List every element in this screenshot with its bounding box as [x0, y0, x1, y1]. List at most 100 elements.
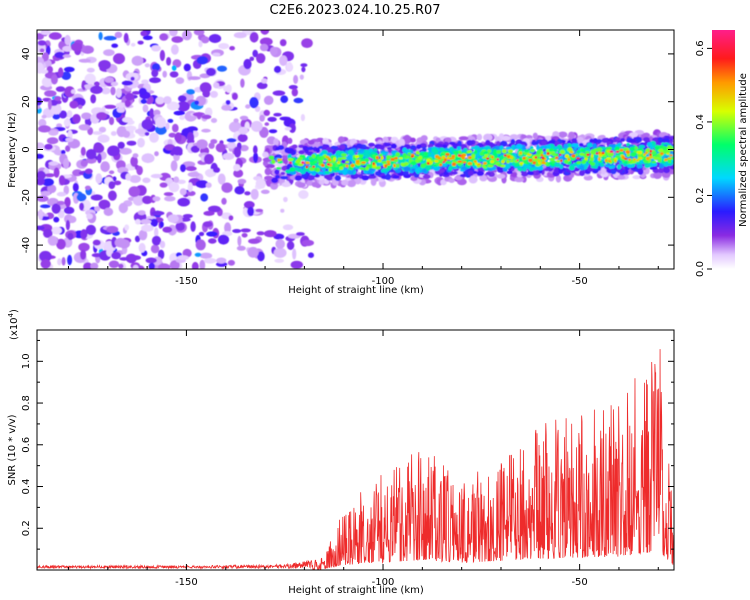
heatmap-cell — [173, 110, 185, 116]
chart-title: C2E6.2023.024.10.25.R07 — [269, 3, 440, 18]
heatmap-cell — [92, 239, 101, 246]
heatmap-cell — [69, 100, 79, 109]
y-tick-label: 0 — [21, 146, 32, 152]
heatmap-cell — [279, 39, 287, 47]
heatmap-cell — [493, 149, 497, 153]
heatmap-cell — [63, 66, 75, 73]
heatmap-cell — [423, 155, 429, 159]
heatmap-cell — [505, 164, 511, 169]
heatmap-cell — [559, 149, 566, 155]
heatmap-cell — [445, 152, 450, 156]
heatmap-cell — [607, 153, 612, 157]
heatmap-cell — [245, 104, 251, 109]
heatmap-cell — [44, 173, 55, 178]
heatmap-cell — [601, 151, 605, 155]
heatmap-cell — [184, 110, 197, 122]
heatmap-cell — [98, 126, 107, 133]
heatmap-cell — [556, 159, 561, 163]
heatmap-cell — [560, 159, 563, 162]
heatmap-cell — [459, 173, 468, 178]
heatmap-cell — [657, 136, 663, 143]
heatmap-cell — [628, 139, 637, 144]
heatmap-cell — [118, 202, 128, 214]
heatmap-cell — [58, 175, 66, 186]
heatmap-cell — [108, 170, 115, 175]
heatmap-cell — [457, 150, 462, 155]
heatmap-cell — [559, 164, 564, 170]
heatmap-cell — [398, 138, 405, 145]
heatmap-cell — [442, 173, 450, 178]
heatmap-cell — [325, 164, 329, 169]
heatmap-cell — [201, 114, 212, 120]
heatmap-cell — [125, 92, 135, 101]
heatmap-cell — [132, 264, 139, 269]
heatmap-cell — [61, 71, 72, 81]
heatmap-cell — [666, 145, 673, 150]
heatmap-cell — [142, 35, 153, 41]
heatmap-cell — [106, 248, 114, 257]
heatmap-cell — [196, 56, 209, 65]
heatmap-cell — [157, 249, 165, 260]
heatmap-cell — [199, 82, 212, 94]
heatmap-cell — [576, 150, 581, 153]
heatmap-cell — [80, 146, 86, 156]
heatmap-cell — [186, 89, 196, 95]
heatmap-cell — [208, 205, 221, 213]
heatmap-cell — [518, 157, 523, 162]
heatmap-cell — [395, 152, 401, 157]
heatmap-cell — [410, 161, 417, 166]
heatmap-cell — [275, 147, 280, 151]
heatmap-cell — [204, 107, 213, 117]
heatmap-cell — [325, 155, 330, 159]
heatmap-cell — [72, 114, 81, 124]
heatmap-cell — [290, 170, 297, 175]
heatmap-cell — [280, 208, 285, 213]
heatmap-cell — [318, 159, 323, 164]
heatmap-cell — [377, 159, 382, 163]
heatmap-cell — [457, 154, 462, 157]
heatmap-cell — [80, 229, 88, 240]
heatmap-cell — [65, 219, 70, 231]
heatmap-cell — [438, 168, 445, 173]
heatmap-cell — [198, 231, 205, 237]
heatmap-cell — [600, 166, 607, 175]
heatmap-cell — [149, 108, 154, 119]
heatmap-cell — [293, 97, 304, 104]
heatmap-cell — [284, 127, 292, 131]
heatmap-cell — [267, 116, 277, 122]
y-tick-label: 20 — [21, 95, 32, 108]
heatmap-cell — [667, 159, 672, 164]
spectrogram-ticks: -150 -100 -50 -40 -20 0 20 40 — [21, 30, 674, 287]
heatmap-cell — [288, 161, 293, 164]
heatmap-cell — [92, 131, 103, 135]
heatmap-cell — [51, 203, 61, 214]
heatmap-cell — [282, 224, 294, 231]
heatmap-cell — [554, 141, 560, 146]
heatmap-cell — [78, 124, 91, 131]
heatmap-cell — [103, 35, 117, 41]
heatmap-cell — [263, 109, 271, 116]
heatmap-cell — [237, 235, 242, 247]
heatmap-cell — [649, 166, 658, 170]
heatmap-cell — [115, 87, 122, 98]
heatmap-cell — [525, 164, 532, 169]
heatmap-cell — [527, 153, 532, 157]
heatmap-cell — [292, 248, 297, 260]
heatmap-cell — [514, 177, 524, 183]
heatmap-cell — [237, 178, 247, 185]
heatmap-cell — [179, 115, 186, 121]
heatmap-cell — [342, 170, 348, 175]
heatmap-cell — [107, 145, 120, 157]
heatmap-cell — [250, 188, 259, 200]
heatmap-cell — [631, 160, 637, 164]
heatmap-cell — [233, 146, 242, 158]
heatmap-cell — [255, 178, 266, 189]
heatmap-cell — [274, 258, 285, 263]
heatmap-cell — [552, 131, 560, 138]
heatmap-cell — [177, 101, 190, 112]
heatmap-cell — [272, 90, 286, 96]
heatmap-cell — [217, 173, 226, 185]
heatmap-cell — [579, 169, 586, 176]
heatmap-cell — [100, 161, 110, 173]
heatmap-cell — [278, 158, 283, 161]
